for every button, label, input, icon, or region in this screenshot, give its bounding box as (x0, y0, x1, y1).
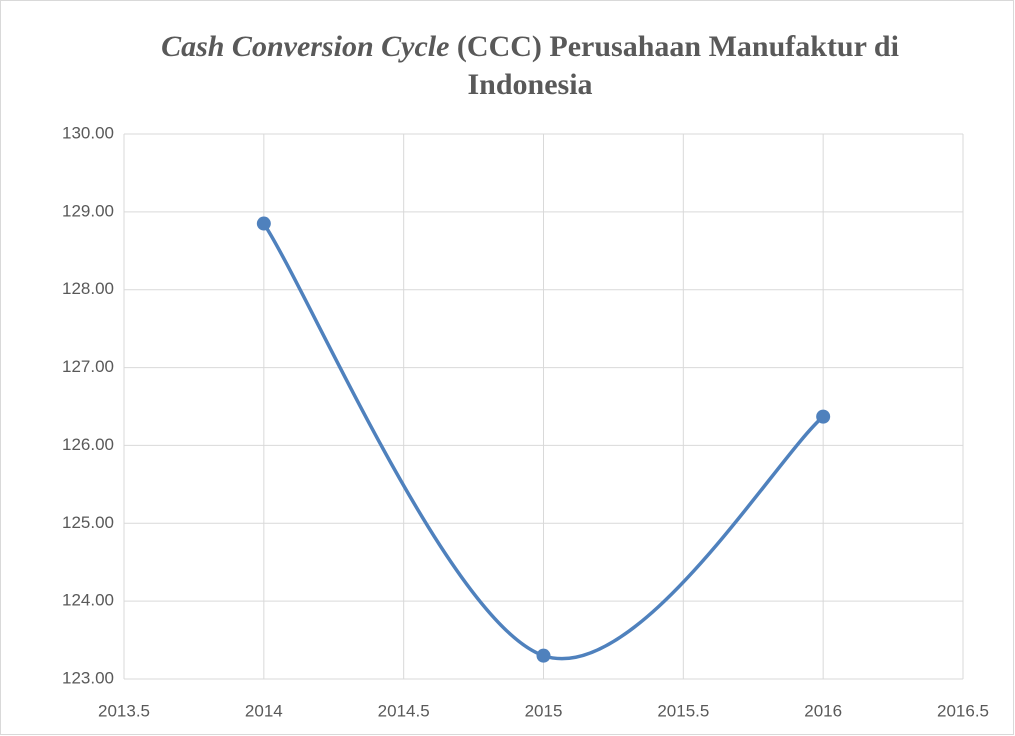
y-tick-label: 125.00 (62, 513, 114, 532)
x-tick-label: 2014.5 (378, 701, 430, 720)
x-tick-label: 2014 (245, 701, 283, 720)
y-tick-label: 126.00 (62, 435, 114, 454)
data-point (816, 409, 831, 424)
y-tick-label: 124.00 (62, 591, 114, 610)
chart-title: Cash Conversion Cycle (CCC) Perusahaan M… (100, 28, 960, 104)
title-rest: (CCC) Perusahaan Manufaktur di Indonesia (456, 30, 899, 101)
y-tick-label: 130.00 (62, 123, 114, 142)
data-point (256, 216, 271, 231)
x-tick-label: 2013.5 (98, 701, 150, 720)
data-point (536, 648, 551, 663)
y-tick-label: 129.00 (62, 201, 114, 220)
y-tick-label: 123.00 (62, 668, 114, 687)
title-italic: Cash Conversion Cycle (161, 30, 450, 63)
x-tick-label: 2016.5 (937, 701, 989, 720)
x-tick-label: 2015.5 (657, 701, 709, 720)
x-tick-label: 2016 (804, 701, 842, 720)
y-tick-label: 128.00 (62, 279, 114, 298)
y-tick-label: 127.00 (62, 357, 114, 376)
x-tick-label: 2015 (525, 701, 563, 720)
